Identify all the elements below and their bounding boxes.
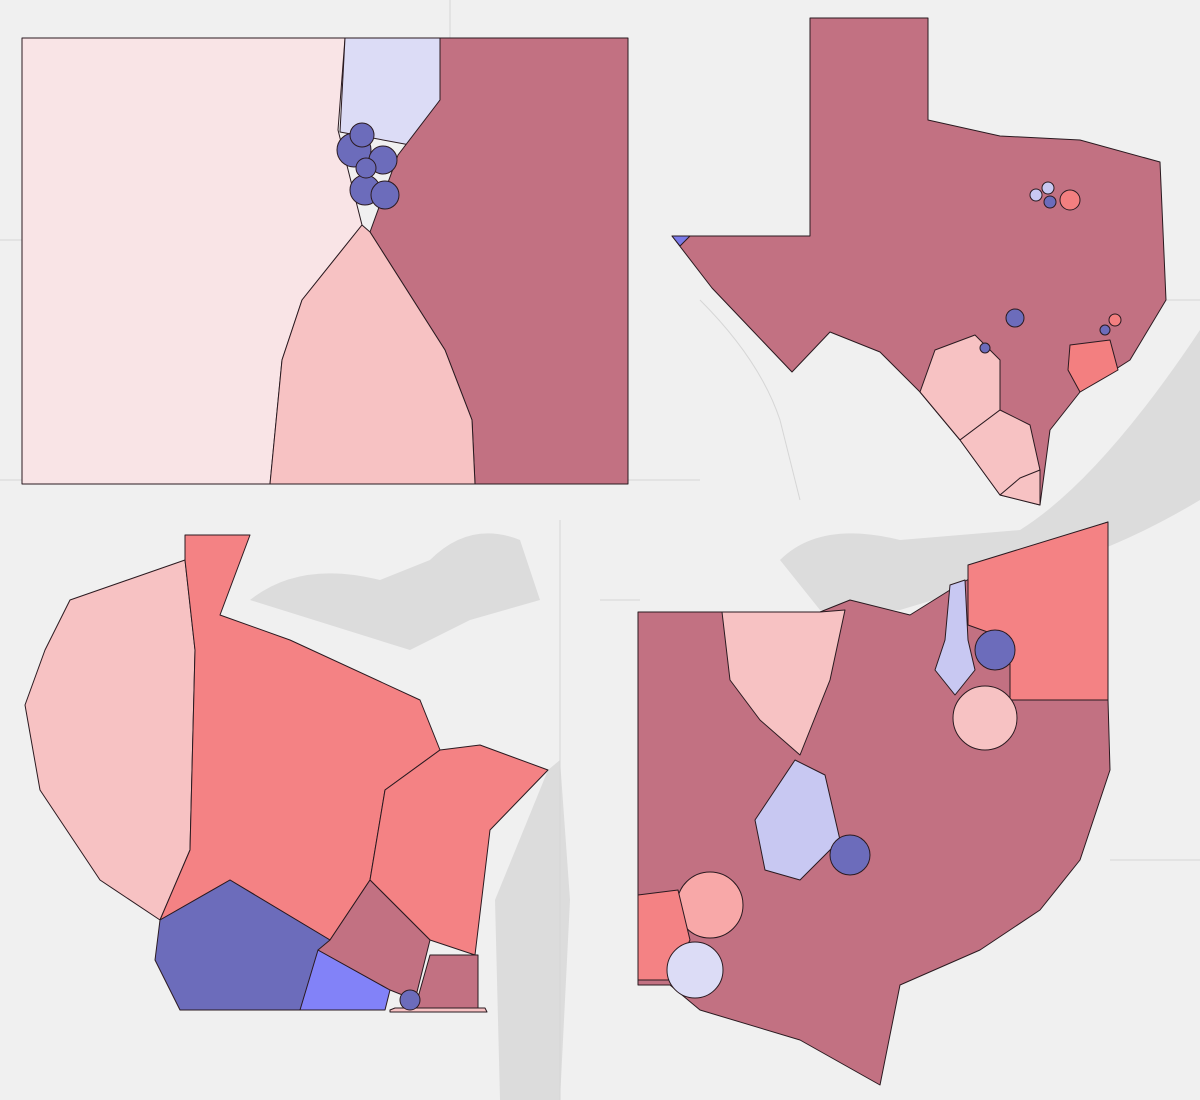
district (1043, 195, 1057, 209)
district (952, 685, 1018, 751)
district (269, 224, 476, 485)
map-colorado (21, 37, 629, 485)
district (666, 941, 724, 999)
map-ohio (637, 521, 1111, 1086)
district (671, 235, 691, 247)
district (1005, 308, 1025, 328)
district (829, 834, 871, 876)
district (370, 180, 400, 210)
district (1108, 313, 1122, 327)
district (1029, 188, 1043, 202)
district (399, 989, 421, 1011)
district (1067, 339, 1119, 393)
district (1059, 189, 1081, 211)
district (721, 609, 846, 756)
district (1099, 324, 1111, 336)
map-texas (671, 17, 1167, 506)
district (1041, 181, 1055, 195)
lake (495, 760, 570, 1100)
district (754, 759, 841, 881)
district (355, 157, 377, 179)
district (979, 342, 991, 354)
map-wisconsin (24, 534, 549, 1013)
lake (250, 533, 540, 650)
district (349, 122, 375, 148)
district (999, 469, 1041, 506)
district (934, 579, 976, 696)
district (974, 629, 1016, 671)
